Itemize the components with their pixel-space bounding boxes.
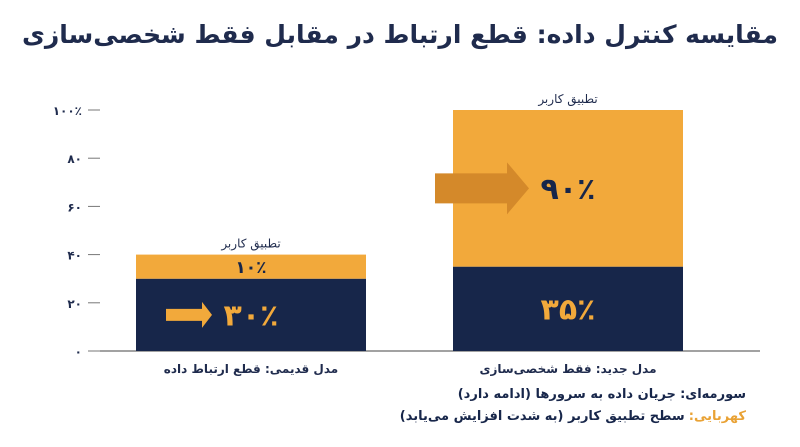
- y-tick-label: ۸۰: [67, 152, 82, 166]
- y-tick-label: ۶۰: [67, 200, 82, 214]
- bar-top-label: تطبیق کاربر: [537, 92, 597, 107]
- y-tick-label: ۲۰: [67, 297, 82, 311]
- data-label: ۳۰٪: [224, 299, 279, 334]
- page-title: مقایسه کنترل داده: قطع ارتباط در مقابل ف…: [21, 20, 779, 49]
- legend: سورمه‌ای: جریان داده به سرورها (ادامه دا…: [400, 384, 746, 428]
- arrow-icon: [166, 301, 212, 328]
- bar-segment-user-match: [136, 254, 366, 279]
- legend-amber-desc: سطح تطبیق کاربر (به شدت افزایش می‌یابد): [399, 409, 685, 424]
- legend-navy: سورمه‌ای: جریان داده به سرورها (ادامه دا…: [400, 384, 746, 406]
- y-tick-label: ۰: [75, 345, 82, 359]
- y-tick-label: ۱۰۰٪: [53, 104, 82, 118]
- arrow-icon: [435, 162, 529, 215]
- category-label: مدل قدیمی: قطع ارتباط داده: [164, 362, 338, 376]
- category-label: مدل جدید: فقط شخصی‌سازی: [479, 362, 656, 376]
- legend-amber-key: کهربایی:: [688, 409, 746, 424]
- legend-amber: کهربایی: سطح تطبیق کاربر (به شدت افزایش …: [400, 406, 746, 428]
- data-label: ۹۰٪: [541, 172, 596, 207]
- bar-segment-data-flow: [453, 266, 683, 351]
- bar-top-label: تطبیق کاربر: [220, 237, 280, 252]
- legend-navy-key: سورمه‌ای:: [680, 387, 746, 402]
- data-label: ۳۵٪: [541, 293, 596, 328]
- y-tick-label: ۴۰: [67, 249, 82, 263]
- data-label: ۱۰٪: [235, 258, 266, 278]
- legend-navy-desc: جریان داده به سرورها (ادامه دارد): [457, 387, 676, 402]
